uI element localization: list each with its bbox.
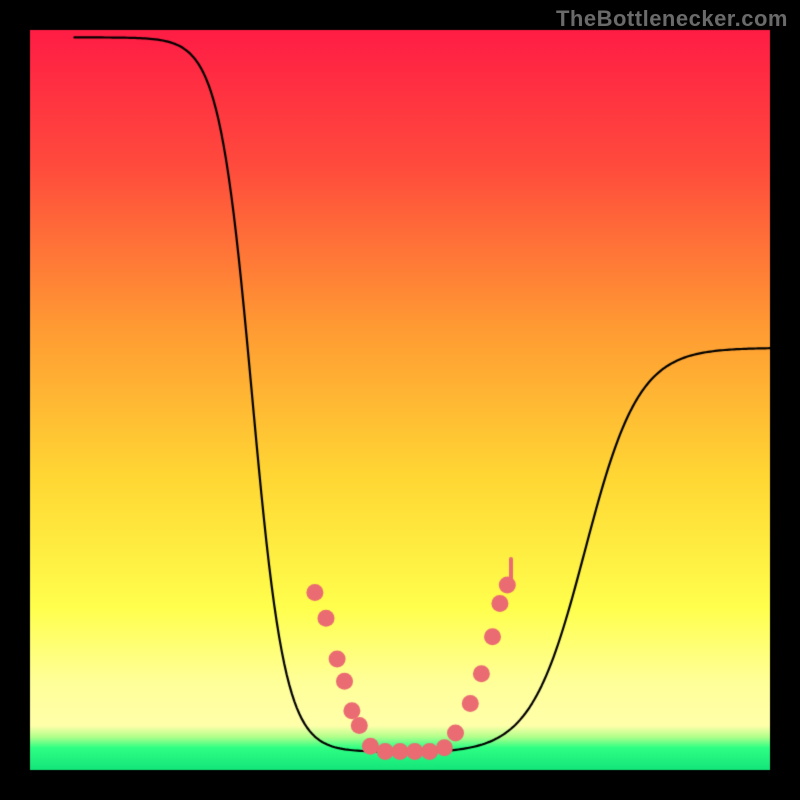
watermark-text: TheBottlenecker.com <box>556 6 788 32</box>
bottleneck-chart-canvas <box>0 0 800 800</box>
chart-container: TheBottlenecker.com <box>0 0 800 800</box>
